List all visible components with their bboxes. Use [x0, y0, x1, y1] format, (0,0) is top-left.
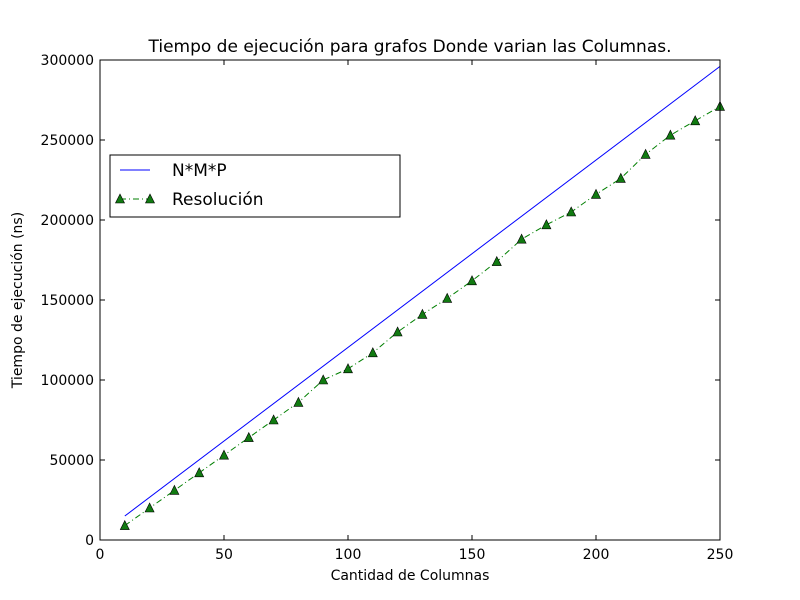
- data-point-marker: [591, 188, 601, 199]
- data-point-marker: [169, 484, 180, 495]
- data-point-marker: [144, 502, 155, 513]
- x-tick-label: 0: [96, 547, 105, 563]
- legend-label-resolucion: Resolución: [172, 190, 264, 210]
- data-point-marker: [392, 326, 403, 337]
- legend: N*M*P Resolución: [109, 154, 401, 218]
- data-point-marker: [516, 233, 527, 244]
- data-point-marker: [442, 292, 453, 303]
- plot-series: [119, 66, 725, 530]
- y-axis-title: Tiempo de ejecución (ns): [10, 212, 26, 389]
- x-tick-label: 250: [707, 547, 734, 563]
- y-tick-label: 250000: [41, 133, 94, 149]
- data-point-marker: [343, 363, 353, 374]
- legend-marker-resolucion: [145, 193, 155, 204]
- data-point-marker: [566, 206, 577, 217]
- y-tick-label: 0: [85, 533, 94, 549]
- data-point-marker: [293, 396, 304, 407]
- data-point-marker: [690, 115, 701, 126]
- legend-marker-resolucion: [115, 193, 125, 204]
- legend-label-nmp: N*M*P: [172, 161, 227, 181]
- y-axis-ticks: 0 50000 100000 150000 200000 250000 300000: [41, 53, 720, 549]
- data-point-marker: [640, 148, 651, 159]
- y-tick-label: 150000: [41, 293, 94, 309]
- chart-title: Tiempo de ejecución para grafos Donde va…: [147, 37, 671, 57]
- x-tick-label: 150: [459, 547, 486, 563]
- y-tick-label: 200000: [41, 213, 94, 229]
- data-point-marker: [541, 219, 552, 230]
- data-point-marker: [243, 431, 254, 442]
- data-point-marker: [665, 129, 676, 140]
- x-tick-label: 100: [335, 547, 362, 563]
- x-tick-label: 200: [583, 547, 610, 563]
- legend-box: [109, 154, 401, 218]
- series-line-nmp: [124, 66, 721, 517]
- data-point-marker: [491, 255, 502, 266]
- y-tick-label: 50000: [49, 453, 94, 469]
- y-tick-label: 300000: [41, 53, 94, 69]
- data-point-marker: [318, 374, 329, 385]
- data-point-marker: [615, 172, 626, 183]
- data-point-marker: [417, 308, 428, 319]
- data-point-marker: [367, 347, 378, 358]
- data-point-marker: [194, 467, 205, 478]
- data-point-marker: [119, 519, 130, 530]
- data-point-marker: [219, 449, 229, 460]
- x-axis-ticks: 0 50 100 150 200 250: [96, 60, 734, 563]
- x-tick-label: 50: [215, 547, 233, 563]
- y-tick-label: 100000: [41, 373, 94, 389]
- data-point-marker: [467, 275, 477, 286]
- data-point-marker: [268, 414, 279, 425]
- x-axis-title: Cantidad de Columnas: [331, 568, 490, 584]
